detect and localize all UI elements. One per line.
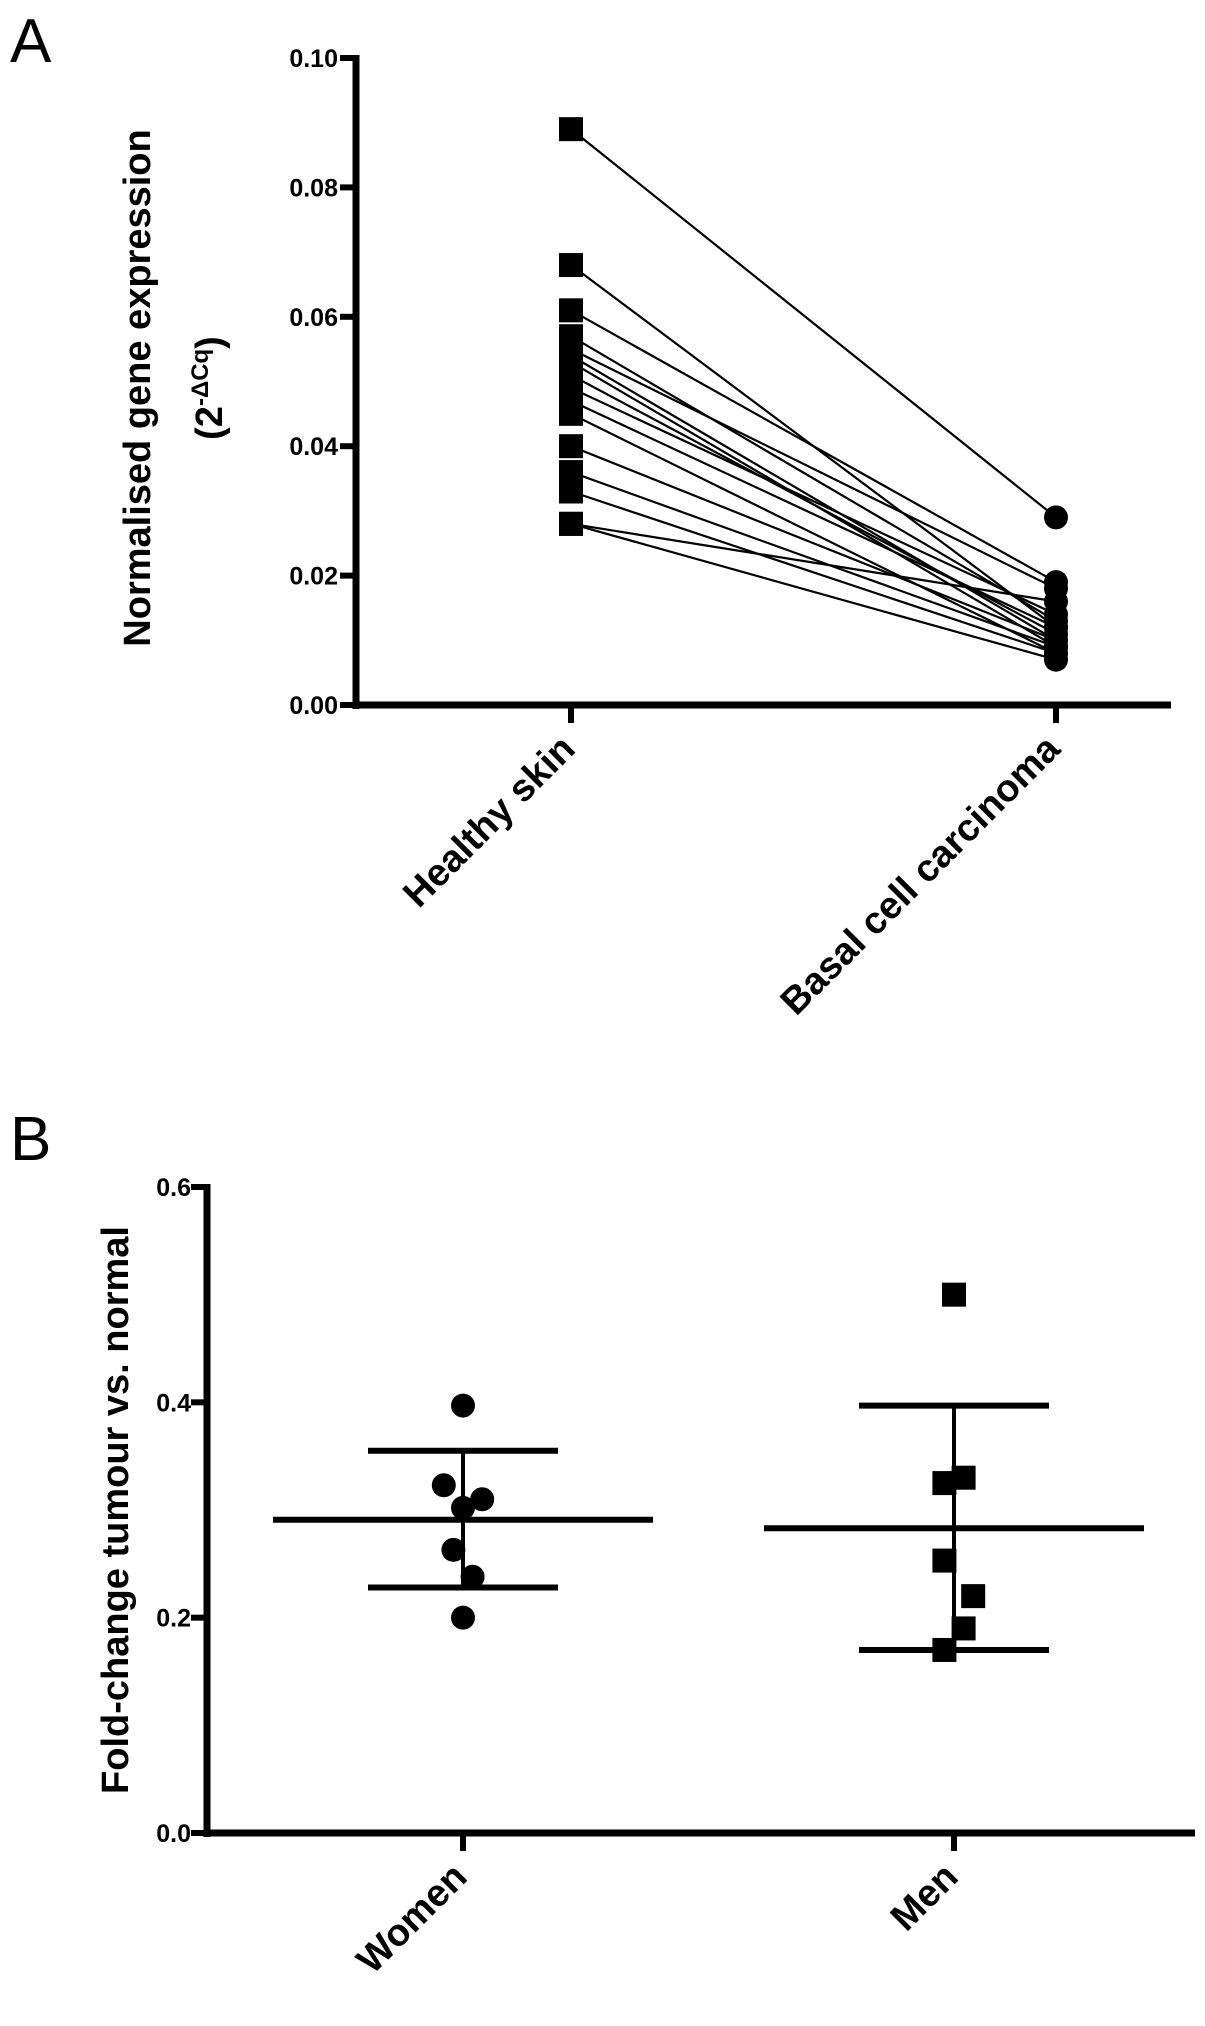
unit-end: ) (189, 336, 231, 349)
pair-line (570, 445, 1057, 642)
pair-line (570, 522, 1057, 661)
x-tick-label-1: Basal cell carcinoma (773, 727, 1069, 1023)
pair-line (570, 354, 1057, 642)
data-point-women (460, 1564, 485, 1589)
y-tick-label: 0.6 (156, 1174, 191, 1202)
pair-line (570, 309, 1057, 584)
healthy-skin-point (559, 298, 583, 323)
data-point-women (451, 1393, 475, 1418)
pair-line (570, 399, 1057, 629)
unit-superscript: -ΔCq (187, 349, 214, 406)
data-point-men (942, 1282, 966, 1307)
pair-line (570, 490, 1057, 655)
bcc-point (1044, 589, 1068, 614)
y-tick-label: 0.2 (156, 1605, 191, 1633)
data-point-men (961, 1584, 986, 1609)
pair-line (570, 412, 1057, 655)
panel-a-chart: 0.00 0.02 0.04 0.06 0.08 0.10 Healthy skin Basa… (117, 45, 1171, 1023)
x-tick-label-0: Women (349, 1856, 475, 1982)
healthy-skin-point (559, 434, 583, 459)
healthy-skin-point (559, 479, 583, 504)
y-tick-label: 0.02 (289, 563, 338, 591)
y-tick-label: 0.04 (289, 433, 338, 461)
data-point-men (932, 1548, 957, 1573)
pair-line (570, 374, 1057, 635)
y-tick-label: 0.0 (156, 1820, 191, 1848)
panel-label-a: A (10, 7, 52, 76)
panel-label-b: B (10, 1105, 51, 1174)
healthy-skin-point (559, 401, 583, 426)
bcc-point (1044, 647, 1068, 672)
data-point-women (451, 1605, 475, 1630)
x-tick-label-0: Healthy skin (395, 728, 583, 916)
y-axis-label: Normalised gene expression (117, 129, 159, 646)
data-point-women (451, 1495, 475, 1520)
pair-line (570, 386, 1057, 616)
y-axis-label: Fold-change tumour vs. normal (95, 1226, 137, 1794)
data-point-men (932, 1471, 957, 1496)
data-point-men (951, 1616, 976, 1641)
x-tick-label-1: Men (883, 1856, 966, 1939)
y-tick-label: 0.10 (289, 45, 338, 73)
data-point-women (431, 1473, 456, 1498)
pair-line (570, 335, 1057, 622)
y-axis-label-unit: (2-ΔCq) (187, 336, 231, 440)
data-point-women (470, 1487, 495, 1512)
bcc-point (1044, 505, 1068, 530)
healthy-skin-point (559, 253, 583, 278)
pair-line (570, 522, 1057, 603)
data-point-men (932, 1637, 957, 1662)
healthy-skin-point (559, 511, 583, 536)
y-tick-label: 0.06 (289, 304, 338, 332)
y-tick-label: 0.00 (289, 692, 338, 720)
data-point-women (441, 1537, 466, 1562)
panel-b-chart: 0.0 0.2 0.4 0.6 Women Men Fold-change tumour v… (95, 1174, 1195, 1982)
y-tick-label: 0.08 (289, 174, 338, 202)
y-tick-label: 0.4 (156, 1389, 191, 1417)
pair-line (570, 348, 1057, 590)
healthy-skin-point (559, 117, 583, 142)
unit-base: (2 (189, 406, 231, 440)
pair-line (570, 471, 1057, 648)
pair-line (570, 128, 1057, 519)
